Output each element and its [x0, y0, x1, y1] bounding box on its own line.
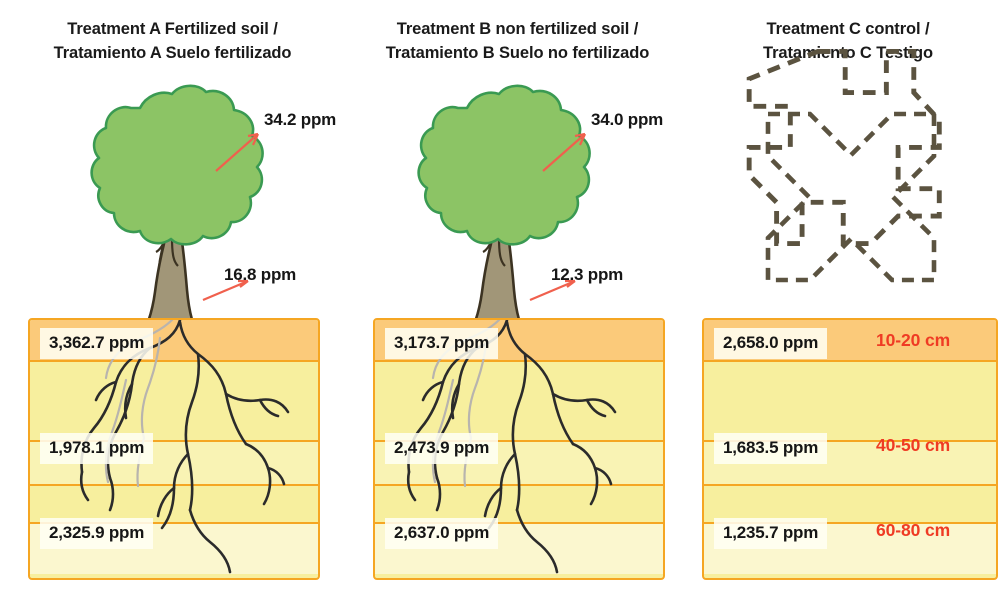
- soil-value-a-0: 3,362.7 ppm: [40, 328, 154, 359]
- soil-value-c-1: 1,683.5 ppm: [714, 433, 828, 464]
- depth-label-c-0: 10-20 cm: [876, 330, 951, 350]
- soil-band-2-c: [704, 362, 996, 442]
- panel-b-title: Treatment B non fertilized soil / Tratam…: [345, 18, 690, 66]
- soil-profile-b: 3,173.7 ppm 2,473.9 ppm 2,637.0 ppm: [373, 318, 665, 580]
- panel-c-title: Treatment C control / Tratamiento C Test…: [690, 18, 1006, 66]
- panel-a-title: Treatment A Fertilized soil / Tratamient…: [0, 18, 345, 66]
- soil-value-c-2: 1,235.7 ppm: [714, 518, 828, 549]
- soil-band-2-a: [30, 362, 318, 442]
- soil-value-c-0: 2,658.0 ppm: [714, 328, 828, 359]
- tree-illustration-a: [90, 84, 264, 339]
- callout-trunk-b: 12.3 ppm: [551, 265, 624, 284]
- callout-canopy-a: 34.2 ppm: [264, 110, 337, 129]
- depth-label-c-2: 60-80 cm: [876, 520, 951, 540]
- soil-value-b-0: 3,173.7 ppm: [385, 328, 499, 359]
- panel-a-title-line1: Treatment A Fertilized soil /: [67, 20, 278, 38]
- soil-profile-a: 3,362.7 ppm 1,978.1 ppm 2,325.9 ppm: [28, 318, 320, 580]
- callout-canopy-b: 34.0 ppm: [591, 110, 664, 129]
- panel-b-title-line2: Tratamiento B Suelo no fertilizado: [385, 43, 650, 62]
- soil-profile-c: 2,658.0 ppm 1,683.5 ppm 1,235.7 ppm 10-2…: [702, 318, 998, 580]
- panel-a-title-line2: Tratamiento A Suelo fertilizado: [53, 43, 292, 62]
- panel-b-title-line1: Treatment B non fertilized soil /: [396, 20, 639, 38]
- soil-value-a-1: 1,978.1 ppm: [40, 433, 154, 464]
- soil-band-4-c: [704, 486, 996, 524]
- tree-illustration-b: [417, 84, 591, 339]
- panel-c-title-line1: Treatment C control /: [766, 20, 930, 38]
- callout-trunk-a: 16.8 ppm: [224, 265, 297, 284]
- soil-value-b-1: 2,473.9 ppm: [385, 433, 499, 464]
- panel-c-title-line2: Tratamiento C Testigo: [763, 43, 933, 62]
- soil-value-a-2: 2,325.9 ppm: [40, 518, 154, 549]
- panel-treatment-b: Treatment B non fertilized soil / Tratam…: [345, 0, 690, 596]
- panel-treatment-a: Treatment A Fertilized soil / Tratamient…: [0, 0, 345, 596]
- root-system-a: [79, 320, 290, 574]
- soil-value-b-2: 2,637.0 ppm: [385, 518, 499, 549]
- depth-label-c-1: 40-50 cm: [876, 435, 951, 455]
- no-tree-cross-icon: [746, 48, 942, 283]
- panel-treatment-c: Treatment C control / Tratamiento C Test…: [690, 0, 1006, 596]
